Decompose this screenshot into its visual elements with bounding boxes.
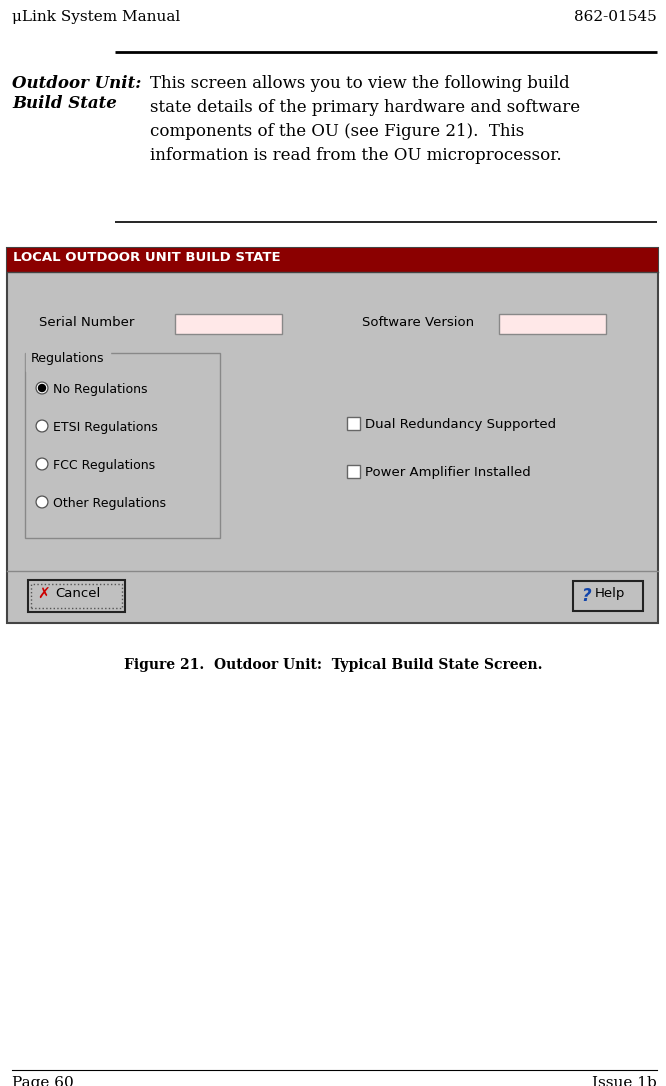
Text: FCC Regulations: FCC Regulations (53, 459, 155, 472)
Text: Outdoor Unit:: Outdoor Unit: (12, 75, 141, 92)
Text: This screen allows you to view the following build
state details of the primary : This screen allows you to view the follo… (150, 75, 580, 164)
Text: LOCAL OUTDOOR UNIT BUILD STATE: LOCAL OUTDOOR UNIT BUILD STATE (13, 251, 280, 264)
Text: μLink System Manual: μLink System Manual (12, 10, 180, 24)
Text: Cancel: Cancel (55, 588, 101, 599)
Bar (347, 417, 360, 430)
Text: Regulations: Regulations (31, 352, 105, 365)
Text: Page 60: Page 60 (12, 1076, 74, 1086)
Text: Dual Redundancy Supported: Dual Redundancy Supported (365, 418, 556, 431)
Text: Power Amplifier Installed: Power Amplifier Installed (365, 466, 531, 479)
Circle shape (36, 496, 48, 508)
Text: Issue 1b: Issue 1b (592, 1076, 657, 1086)
Text: Figure 21.  Outdoor Unit:  Typical Build State Screen.: Figure 21. Outdoor Unit: Typical Build S… (124, 658, 542, 672)
Bar (175, 314, 282, 334)
Text: No Regulations: No Regulations (53, 383, 147, 396)
Text: ETSI Regulations: ETSI Regulations (53, 421, 158, 434)
Bar (347, 465, 360, 478)
Text: ✗: ✗ (37, 588, 50, 602)
Text: Help: Help (595, 588, 625, 599)
Bar (28, 580, 125, 613)
Circle shape (36, 382, 48, 394)
Text: Build State: Build State (12, 94, 117, 112)
Text: Software Version: Software Version (362, 316, 474, 329)
Bar (31, 584, 122, 608)
Text: ?: ? (581, 588, 591, 605)
Circle shape (39, 384, 45, 391)
Bar (7, 248, 658, 623)
Bar (7, 248, 658, 272)
Circle shape (36, 458, 48, 470)
Bar (573, 581, 643, 611)
Bar (25, 353, 220, 538)
Bar (499, 314, 606, 334)
Text: 862-01545: 862-01545 (574, 10, 657, 24)
Circle shape (36, 420, 48, 432)
Text: Other Regulations: Other Regulations (53, 497, 166, 510)
Text: Serial Number: Serial Number (39, 316, 135, 329)
